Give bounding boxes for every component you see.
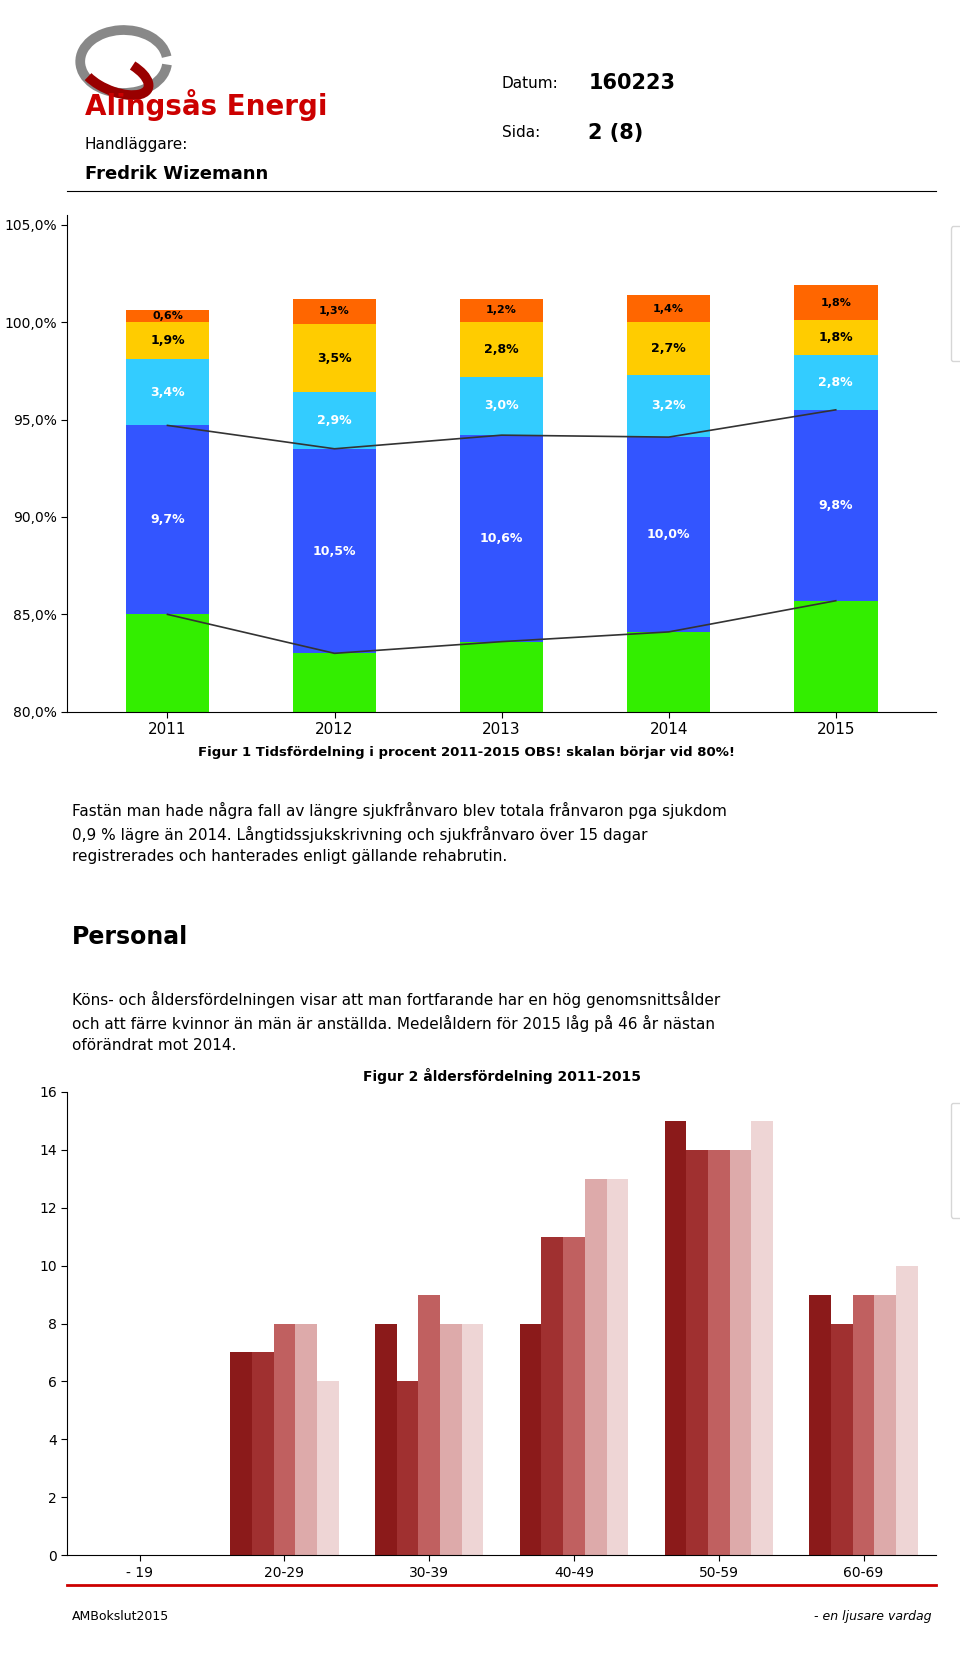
Text: Handläggare:: Handläggare: [84, 137, 188, 152]
Text: 2 (8): 2 (8) [588, 122, 644, 142]
Text: 0,6%: 0,6% [152, 311, 183, 321]
Bar [460, 376, 543, 434]
Text: 1,8%: 1,8% [819, 331, 853, 344]
Bar [396, 1382, 419, 1556]
Bar [440, 1323, 462, 1556]
Text: 3,4%: 3,4% [150, 386, 184, 399]
Bar [607, 1178, 628, 1556]
Bar [627, 438, 710, 632]
Legend: Övertid+komp, Sjuk, Annan, Semester, Arbetat: Övertid+komp, Sjuk, Annan, Semester, Arb… [951, 226, 960, 361]
Bar [317, 1382, 339, 1556]
Bar [897, 1265, 918, 1556]
Text: 160223: 160223 [588, 74, 676, 94]
Text: 10,5%: 10,5% [313, 545, 356, 558]
Text: 10,6%: 10,6% [480, 531, 523, 545]
Title: Figur 2 åldersfördelning 2011-2015: Figur 2 åldersfördelning 2011-2015 [363, 1068, 640, 1083]
Bar [585, 1178, 607, 1556]
Bar [126, 359, 209, 426]
Bar [230, 1352, 252, 1556]
Legend: 2011, 2012, 2013, 2014, 2015: 2011, 2012, 2013, 2014, 2015 [951, 1103, 960, 1218]
Bar [375, 1323, 396, 1556]
Bar [852, 1295, 875, 1556]
Bar [875, 1295, 897, 1556]
Bar [296, 1323, 317, 1556]
Bar [293, 393, 376, 449]
Bar [627, 294, 710, 323]
Text: 10,0%: 10,0% [647, 528, 690, 541]
Text: 85,0%: 85,0% [146, 1435, 189, 1449]
Bar [627, 374, 710, 438]
Bar [809, 1295, 831, 1556]
Bar [293, 449, 376, 653]
Bar [708, 1150, 730, 1556]
Text: Köns- och åldersfördelningen visar att man fortfarande har en hög genomsnittsåld: Köns- och åldersfördelningen visar att m… [72, 991, 720, 1053]
Bar [686, 1150, 708, 1556]
Text: 1,8%: 1,8% [820, 297, 852, 307]
Bar [274, 1323, 296, 1556]
Bar [293, 653, 376, 1671]
Text: 83,0%: 83,0% [313, 1455, 356, 1469]
Bar [794, 409, 877, 602]
Bar [519, 1323, 541, 1556]
Text: Fastän man hade några fall av längre sjukfrånvaro blev totala frånvaron pga sjuk: Fastän man hade några fall av längre sju… [72, 802, 727, 864]
Bar [794, 602, 877, 1671]
Text: Personal: Personal [72, 926, 188, 949]
Bar [126, 426, 209, 615]
Bar [460, 642, 543, 1671]
Bar [460, 434, 543, 642]
Text: 85,7%: 85,7% [814, 1429, 857, 1442]
Text: 2,8%: 2,8% [819, 376, 853, 389]
Bar [794, 321, 877, 356]
Text: 1,4%: 1,4% [653, 304, 684, 314]
Text: - en ljusare vardag: - en ljusare vardag [814, 1609, 931, 1623]
Text: 84,1%: 84,1% [647, 1444, 690, 1457]
Text: 83,6%: 83,6% [480, 1449, 523, 1462]
Text: Alingsås Energi: Alingsås Energi [84, 89, 327, 120]
Bar [664, 1121, 686, 1556]
Bar [252, 1352, 274, 1556]
Bar [293, 324, 376, 393]
Bar [293, 299, 376, 324]
Text: 3,0%: 3,0% [484, 399, 519, 413]
Bar [462, 1323, 484, 1556]
Bar [794, 356, 877, 409]
Text: 9,7%: 9,7% [150, 513, 184, 526]
Text: Sida:: Sida: [501, 125, 540, 140]
Bar [126, 323, 209, 359]
Bar [627, 632, 710, 1671]
Text: Figur 1 Tidsfördelning i procent 2011-2015 OBS! skalan börjar vid 80%!: Figur 1 Tidsfördelning i procent 2011-20… [199, 745, 735, 759]
Bar [564, 1237, 585, 1556]
Bar [541, 1237, 564, 1556]
Text: 1,3%: 1,3% [319, 306, 349, 316]
Text: Datum:: Datum: [501, 75, 559, 90]
Text: 3,2%: 3,2% [652, 399, 686, 413]
Bar [460, 323, 543, 376]
Bar [419, 1295, 440, 1556]
Text: Fredrik Wizemann: Fredrik Wizemann [84, 165, 268, 184]
Text: 1,9%: 1,9% [150, 334, 184, 348]
Text: 3,5%: 3,5% [317, 351, 351, 364]
Bar [752, 1121, 773, 1556]
Bar [831, 1323, 852, 1556]
Text: 2,7%: 2,7% [651, 343, 686, 354]
Bar [460, 299, 543, 323]
Bar [730, 1150, 752, 1556]
Text: AMBokslut2015: AMBokslut2015 [72, 1609, 169, 1623]
Text: 2,9%: 2,9% [317, 414, 351, 428]
Bar [126, 311, 209, 323]
Text: 1,2%: 1,2% [486, 306, 517, 316]
Bar [126, 615, 209, 1671]
Text: 2,8%: 2,8% [484, 343, 519, 356]
Bar [627, 323, 710, 374]
Bar [794, 286, 877, 321]
Text: 9,8%: 9,8% [819, 498, 853, 511]
